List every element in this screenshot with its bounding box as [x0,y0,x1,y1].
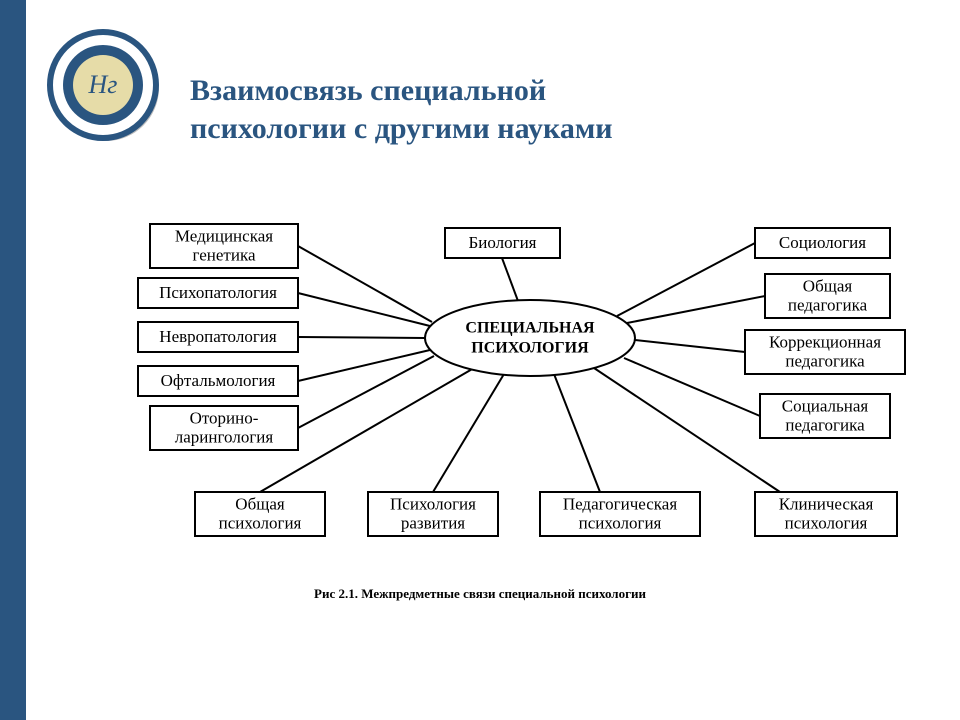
center-ellipse [425,300,635,376]
node-psychopath-label-0: Психопатология [159,283,277,302]
node-otorino-label-1: ларингология [175,427,274,446]
node-dev_psych-label-1: развития [401,513,465,532]
edge-soc_pedagogy [624,358,760,416]
node-ped_psych: Педагогическаяпсихология [540,492,700,536]
edge-ophthalm [298,350,430,381]
node-corr_pedagogy-label-1: педагогика [785,351,865,370]
center-label-line2: ПСИХОЛОГИЯ [471,340,589,357]
edge-corr_pedagogy [635,340,745,352]
node-ophthalm-label-0: Офтальмология [161,371,276,390]
node-soc_pedagogy: Социальнаяпедагогика [760,394,890,438]
node-gen_psych: Общаяпсихология [195,492,325,536]
node-clin_psych-label-0: Клиническая [779,494,874,513]
node-med_genetics-label-0: Медицинская [175,226,273,245]
relations-diagram: Медицинскаягенетика Психопатология Невропа… [0,0,960,720]
node-dev_psych-label-0: Психология [390,494,476,513]
node-neuropath: Невропатология [138,322,298,352]
node-clin_psych-label-1: психология [785,513,868,532]
node-biology-label-0: Биология [468,233,536,252]
node-biology: Биология [445,228,560,258]
node-otorino-label-0: Оторино- [190,408,259,427]
center-label-line1: СПЕЦИАЛЬНАЯ [465,320,595,337]
node-corr_pedagogy: Коррекционнаяпедагогика [745,330,905,374]
node-corr_pedagogy-label-0: Коррекционная [769,332,881,351]
node-clin_psych: Клиническаяпсихология [755,492,897,536]
node-gen_psych-label-0: Общая [235,494,285,513]
node-soc_pedagogy-label-1: педагогика [785,415,865,434]
center-node: СПЕЦИАЛЬНАЯ ПСИХОЛОГИЯ [425,300,635,376]
node-gen_pedagogy-label-1: педагогика [788,295,868,314]
node-dev_psych: Психологияразвития [368,492,498,536]
node-ped_psych-label-1: психология [579,513,662,532]
edge-dev_psych [433,374,504,492]
edge-sociology [617,243,755,316]
node-sociology-label-0: Социология [779,233,866,252]
edge-clin_psych [594,368,780,492]
node-gen_psych-label-1: психология [219,513,302,532]
node-ped_psych-label-0: Педагогическая [563,494,678,513]
edge-biology [502,258,518,301]
edge-otorino [298,356,434,428]
node-psychopath: Психопатология [138,278,298,308]
figure-caption: Рис 2.1. Межпредметные связи специальной… [0,586,960,602]
node-med_genetics-label-1: генетика [192,245,255,264]
node-sociology: Социология [755,228,890,258]
node-soc_pedagogy-label-0: Социальная [782,396,869,415]
node-gen_pedagogy-label-0: Общая [803,276,853,295]
node-ophthalm: Офтальмология [138,366,298,396]
node-neuropath-label-0: Невропатология [159,327,277,346]
node-otorino: Оторино-ларингология [150,406,298,450]
node-med_genetics: Медицинскаягенетика [150,224,298,268]
edge-neuropath [298,337,425,338]
nodes-layer: Медицинскаягенетика Психопатология Невропа… [138,224,905,536]
edge-ped_psych [554,374,600,492]
node-gen_pedagogy: Общаяпедагогика [765,274,890,318]
